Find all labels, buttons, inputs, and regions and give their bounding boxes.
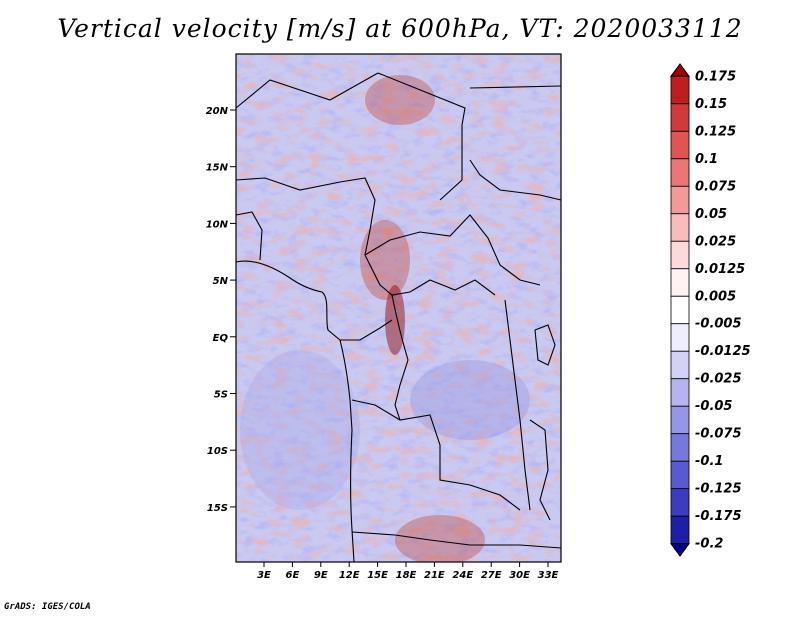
credit-label: GrADS: IGES/COLA (4, 602, 91, 612)
colorbar-swatch (670, 213, 690, 242)
colorbar-swatch (670, 240, 690, 270)
colorbar-swatch (670, 460, 690, 490)
colorbar-label: 0.005 (695, 289, 736, 304)
colorbar-label: 0.025 (695, 234, 736, 249)
colorbar-label: 0.1 (695, 152, 718, 167)
lon-tick-label: 3E (257, 570, 271, 581)
colorbar-swatch (670, 268, 690, 297)
colorbar-label: 0.05 (695, 207, 727, 222)
lat-tick-label: 5N (213, 276, 229, 287)
colorbar-label: 0.175 (695, 69, 736, 84)
lat-tick-label: 15S (207, 503, 228, 514)
colorbar-swatch (670, 75, 690, 105)
colorbar-swatch (670, 185, 690, 215)
lon-tick-label: 33E (538, 570, 559, 581)
colorbar-label: 0.0125 (695, 262, 745, 277)
colorbar-swatch (670, 515, 690, 545)
colorbar-label: -0.005 (695, 317, 742, 332)
colorbar-arrow-top (670, 63, 690, 77)
map-frame (235, 53, 562, 563)
lon-tick-label: 6E (286, 570, 300, 581)
colorbar-label: 0.125 (695, 124, 736, 139)
latitude-axis: 20N 15N 10N 5N EQ 5S 10S 15S (206, 106, 236, 514)
colorbar-swatch (670, 295, 690, 325)
lon-tick-label: 12E (339, 570, 360, 581)
colorbar-swatch (670, 103, 690, 132)
lat-tick-label: EQ (213, 333, 229, 344)
colorbar: 0.175 0.15 0.125 0.1 0.075 0.05 0.025 0.0125 0.0… (670, 63, 751, 557)
colorbar-label: -0.05 (695, 399, 732, 414)
lat-tick-label: 10S (207, 446, 228, 457)
colorbar-swatch (670, 350, 690, 380)
map-title: Vertical velocity [m/s] at 600hPa, VT: 2… (57, 14, 743, 43)
lat-tick-label: 20N (206, 106, 229, 117)
lat-tick-label: 15N (206, 163, 229, 174)
lon-tick-label: 15E (367, 570, 388, 581)
lat-tick-label: 5S (214, 390, 228, 401)
lon-tick-label: 24E (452, 570, 473, 581)
colorbar-swatch (670, 433, 690, 462)
country-borders (235, 72, 562, 563)
colorbar-swatch (670, 405, 690, 435)
lon-tick-label: 30E (509, 570, 530, 581)
colorbar-label: 0.075 (695, 179, 736, 194)
lon-tick-label: 27E (481, 570, 502, 581)
colorbar-label: -0.025 (695, 372, 742, 387)
colorbar-swatch (670, 378, 690, 407)
lon-tick-label: 9E (314, 570, 328, 581)
colorbar-label: -0.2 (695, 537, 723, 552)
colorbar-arrow-bottom (670, 543, 690, 557)
colorbar-swatch (670, 488, 690, 517)
colorbar-label: -0.175 (695, 509, 742, 524)
colorbar-label: -0.075 (695, 427, 742, 442)
colorbar-label: 0.15 (695, 97, 727, 112)
longitude-axis: 3E 6E 9E 12E 15E 18E 21E 24E 27E 30E 33E (257, 562, 559, 581)
lon-tick-label: 21E (424, 570, 445, 581)
colorbar-swatch (670, 130, 690, 160)
colorbar-swatch (670, 323, 690, 352)
lat-tick-label: 10N (206, 219, 229, 230)
colorbar-label: -0.1 (695, 454, 723, 469)
colorbar-label: -0.125 (695, 482, 742, 497)
vertical-velocity-field (236, 54, 561, 562)
lon-tick-label: 18E (396, 570, 417, 581)
colorbar-label: -0.0125 (695, 344, 751, 359)
colorbar-swatch (670, 158, 690, 187)
